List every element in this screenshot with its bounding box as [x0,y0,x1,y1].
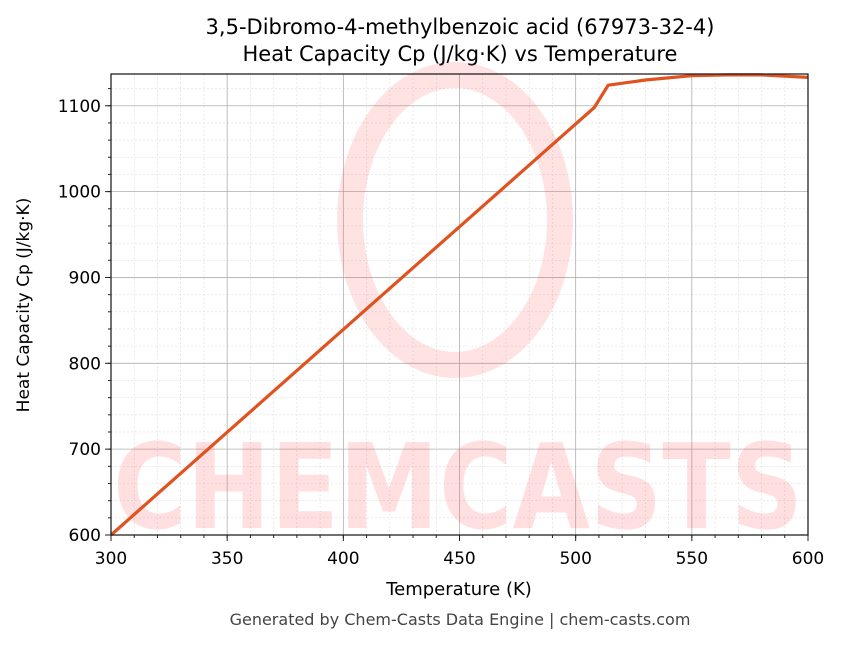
chart-subtitle: Heat Capacity Cp (J/kg·K) vs Temperature [243,42,678,66]
series-group [109,73,809,537]
y-tick-label: 700 [69,440,101,460]
y-tick-label: 600 [69,526,101,546]
watermark-text: CHEMCASTS [113,418,803,556]
x-tick-label: 600 [792,549,824,569]
x-tick-label: 450 [443,549,475,569]
watermark-logo-swirl [337,62,573,378]
y-axis: 600 700 800 900 1000 1100 [58,88,111,546]
chart-title: 3,5-Dibromo-4-methylbenzoic acid (67973-… [206,15,715,39]
x-tick-label: 500 [559,549,591,569]
x-axis-label: Temperature (K) [385,579,532,600]
footer-credit: Generated by Chem-Casts Data Engine | ch… [230,610,691,629]
x-tick-label: 550 [676,549,708,569]
series-line [109,73,809,537]
watermark: CHEMCASTS [113,62,803,556]
y-tick-label: 900 [69,268,101,288]
x-tick-label: 300 [95,549,127,569]
y-axis-label: Heat Capacity Cp (J/kg·K) [14,198,34,413]
y-tick-label: 800 [69,354,101,374]
y-tick-label: 1000 [58,183,101,203]
x-axis: 300 350 400 450 500 550 600 [95,535,824,569]
x-tick-label: 350 [211,549,243,569]
x-tick-label: 400 [327,549,359,569]
y-tick-label: 1100 [58,97,101,117]
